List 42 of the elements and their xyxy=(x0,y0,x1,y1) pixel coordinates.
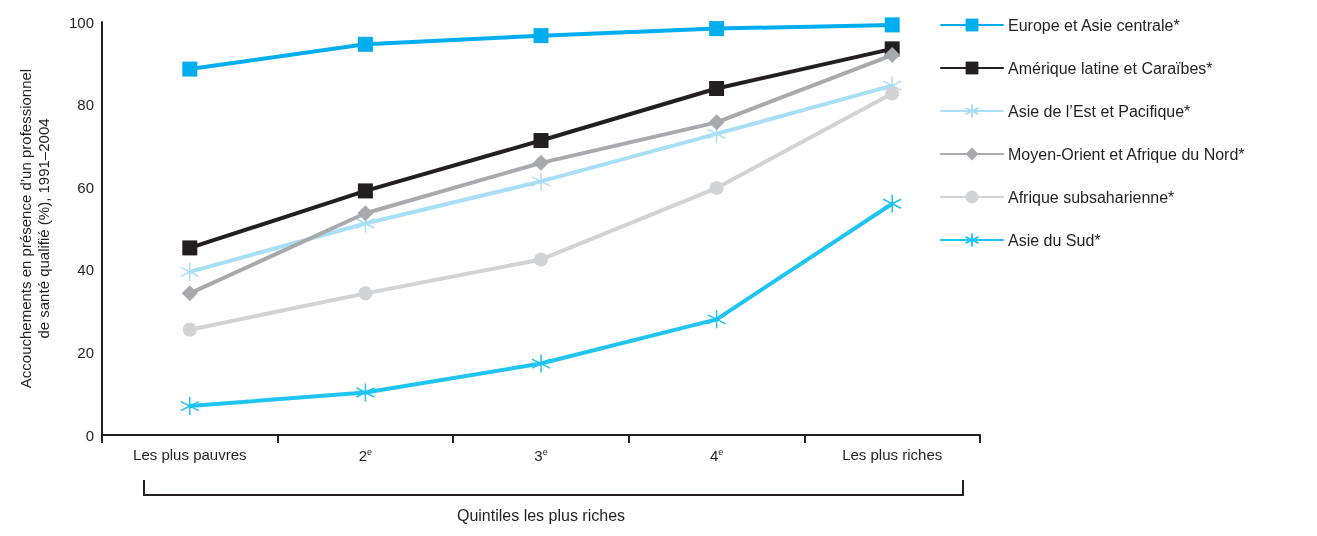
y-tick-label: 80 xyxy=(77,96,94,114)
legend-label: Afrique subsaharienne* xyxy=(1008,188,1175,206)
point xyxy=(882,193,902,214)
x-axis-title: Quintiles les plus riches xyxy=(456,506,626,524)
point xyxy=(182,61,198,77)
point xyxy=(534,252,548,267)
y-tick-label: 0 xyxy=(85,426,94,444)
legend-label: Asie du Sud* xyxy=(1008,231,1101,249)
x-tick-label: Les plus pauvres xyxy=(133,446,247,463)
point xyxy=(181,285,198,302)
y-tick-label: 20 xyxy=(77,343,94,361)
point xyxy=(706,309,727,330)
y-axis-title: Accouchements en présence d’un professionnel de santé qualifié (%), 1991–2004 xyxy=(16,68,52,389)
point xyxy=(358,286,373,301)
point xyxy=(355,382,376,403)
point xyxy=(708,114,725,131)
point xyxy=(180,262,200,282)
point xyxy=(885,86,900,101)
x-tick-label: Les plus riches xyxy=(842,446,943,463)
y-tick-label: 40 xyxy=(77,261,94,279)
point xyxy=(884,17,900,33)
point xyxy=(884,47,901,64)
y-tick-label: 100 xyxy=(68,13,94,31)
point xyxy=(709,80,725,96)
legend-label: Amérique latine et Caraïbes* xyxy=(1008,59,1213,77)
y-tick-label: 60 xyxy=(77,178,94,196)
point xyxy=(357,205,374,222)
point xyxy=(533,154,549,171)
point xyxy=(182,322,197,337)
legend-label: Europe et Asie centrale* xyxy=(1008,16,1180,34)
point xyxy=(533,28,549,44)
point xyxy=(533,133,549,149)
point xyxy=(531,353,551,374)
legend-label: Asie de l’Est et Pacifique* xyxy=(1008,102,1191,120)
point xyxy=(182,240,198,256)
point xyxy=(709,21,725,37)
point xyxy=(709,181,724,196)
point xyxy=(357,183,373,199)
point xyxy=(180,396,200,416)
legend-label: Moyen-Orient et Afrique du Nord* xyxy=(1008,145,1245,163)
point xyxy=(357,36,373,52)
point xyxy=(531,171,551,192)
